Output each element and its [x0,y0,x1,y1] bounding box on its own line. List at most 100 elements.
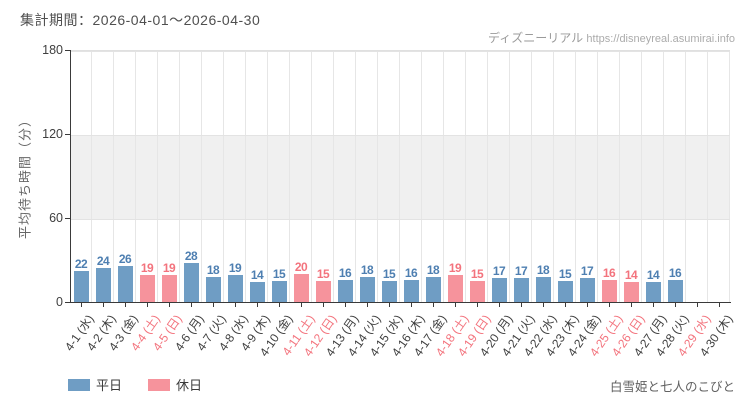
x-axis-tick [345,303,346,307]
vertical-gridline [91,51,92,302]
report-period-title: 集計期間：2026-04-01～2026-04-30 [20,12,261,28]
vertical-gridline [487,51,488,302]
vertical-gridline [443,51,444,302]
bar-value-label: 16 [668,265,682,280]
bar-value-label: 20 [294,260,308,274]
y-tick-label: 120 [42,127,63,141]
x-axis-tick [653,303,654,307]
y-tick-label: 180 [42,43,63,57]
bar-4-7 [205,276,221,302]
x-axis-tick [565,303,566,307]
plot-area: 22 24 26 19 19 28 18 19 14 15 20 15 16 18 15 16 18 19 15 17… [70,50,730,302]
vertical-gridline [179,51,180,302]
y-axis-title: 平均待ち時間（分） [17,112,33,240]
bar-4-14 [359,276,375,302]
bar-4-21 [513,278,529,302]
bar-4-1 [73,271,89,302]
legend: 平日 休日 [68,375,222,394]
vertical-gridline [597,51,598,302]
bar-value-label: 18 [360,262,374,277]
attraction-name: 白雪姫と七人のこびと [609,380,735,394]
watermark-url: https://disneyreal.asumirai.info [586,33,735,45]
y-axis-tick [65,302,70,303]
x-axis-tick [279,303,280,307]
x-axis-tick [499,303,500,307]
bar-value-label: 19 [228,261,242,276]
bar-value-label: 15 [382,267,396,281]
vertical-gridline [575,51,576,302]
x-axis-tick [719,303,720,307]
vertical-gridline [641,51,642,302]
x-axis-tick [389,303,390,307]
vertical-gridline [333,51,334,302]
x-axis-tick [257,303,258,307]
y-axis-tick [65,50,70,51]
vertical-gridline [663,51,664,302]
bar-value-label: 24 [96,254,110,269]
vertical-gridline [707,51,708,302]
x-axis-tick [81,303,82,307]
x-axis-tick [675,303,676,307]
bar-4-15 [381,281,397,302]
bar-4-22 [535,276,551,302]
vertical-gridline [113,51,114,302]
bar-value-label: 15 [272,267,286,281]
bar-value-label: 19 [140,261,154,276]
x-axis-tick [433,303,434,307]
bar-value-label: 15 [316,267,330,281]
bar-value-label: 19 [162,261,176,276]
bar-value-label: 18 [206,262,220,277]
x-axis-tick [191,303,192,307]
bar-value-label: 19 [448,261,462,276]
bar-4-28 [667,279,683,302]
bar-value-label: 17 [492,264,506,279]
y-axis-tick [65,134,70,135]
x-axis-tick [521,303,522,307]
bar-4-11 [293,274,309,302]
bar-4-23 [557,281,573,302]
bar-value-label: 17 [514,264,528,279]
bar-4-17 [425,276,441,302]
x-axis-tick [411,303,412,307]
vertical-gridline [619,51,620,302]
bar-4-16 [403,279,419,302]
bar-value-label: 14 [624,268,638,283]
bar-4-2 [95,268,111,302]
bar-4-13 [337,279,353,302]
vertical-gridline [135,51,136,302]
bar-4-18 [447,275,463,302]
bar-4-8 [227,275,243,302]
x-axis-tick [609,303,610,307]
bar-4-10 [271,281,287,302]
vertical-gridline [465,51,466,302]
x-axis-tick [543,303,544,307]
watermark-brand: ディズニーリアル [488,31,584,45]
bar-4-4 [139,275,155,302]
y-axis-tick [65,218,70,219]
bar-4-20 [491,278,507,302]
x-axis-line [70,302,731,303]
legend-swatch-weekday [68,378,90,391]
vertical-gridline [157,51,158,302]
x-axis-tick [125,303,126,307]
x-axis-tick [631,303,632,307]
bar-value-label: 18 [426,262,440,277]
bar-4-27 [645,282,661,302]
bar-4-6 [183,262,199,302]
x-axis-tick [367,303,368,307]
x-axis-tick [301,303,302,307]
grid-band [70,135,730,219]
legend-label-holiday: 休日 [176,378,203,393]
horizontal-gridline [70,135,730,136]
vertical-gridline [531,51,532,302]
x-axis-tick [169,303,170,307]
horizontal-gridline [70,219,730,220]
bar-4-26 [623,282,639,302]
bar-value-label: 22 [74,257,88,272]
x-axis-tick [587,303,588,307]
y-tick-label: 60 [49,211,63,225]
vertical-gridline [553,51,554,302]
x-axis-tick [323,303,324,307]
x-axis-tick [213,303,214,307]
